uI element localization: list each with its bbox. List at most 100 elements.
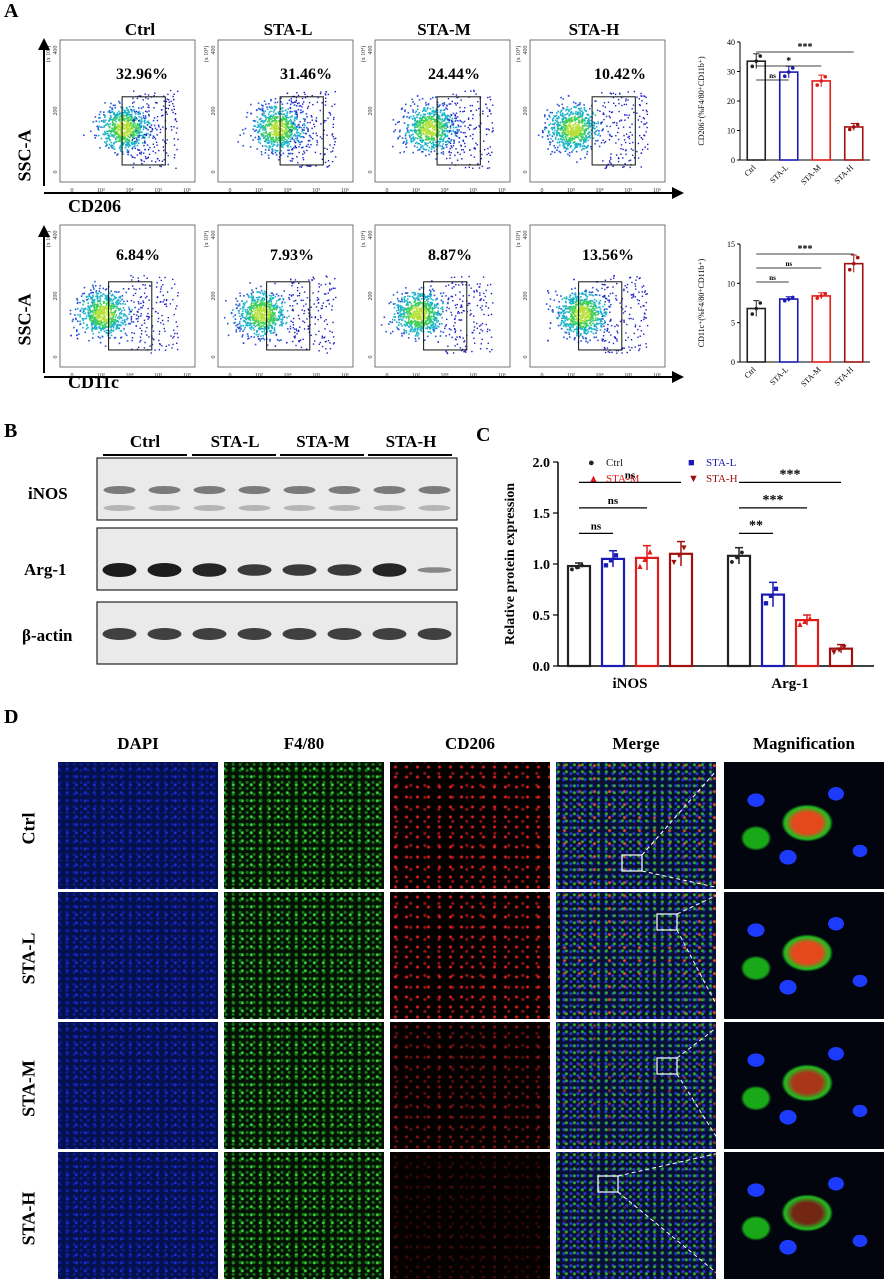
flow-dot <box>311 137 314 140</box>
flow-dot <box>238 312 240 314</box>
flow-dot <box>431 121 434 123</box>
flow-dot <box>285 130 287 132</box>
flow-dot <box>114 322 117 325</box>
flow-dot <box>410 139 412 142</box>
flow-dot <box>87 298 90 300</box>
flow-dot <box>166 113 168 115</box>
flow-dot <box>543 115 546 118</box>
flow-dot <box>110 116 112 119</box>
flow-dot <box>103 314 105 317</box>
flow-dot <box>281 301 284 303</box>
flow-dot <box>284 109 287 112</box>
flow-dot <box>417 121 420 123</box>
flow-dot <box>101 324 104 327</box>
flow-dot <box>437 135 440 137</box>
flow-dot <box>264 135 267 137</box>
flow-dot <box>287 134 290 137</box>
flow-dot <box>259 309 262 311</box>
flow-dot <box>568 138 570 141</box>
flow-dot <box>111 294 114 297</box>
flow-dot <box>174 119 176 121</box>
flow-header-sta-m: STA-M <box>417 20 471 39</box>
flow-dot <box>275 150 278 152</box>
flow-dot <box>122 135 125 137</box>
flow-dot <box>155 310 157 313</box>
flow-dot <box>412 101 414 103</box>
flow-dot <box>631 134 634 136</box>
flow-dot <box>405 139 408 142</box>
flow-dot <box>584 132 586 135</box>
flow-dot <box>319 92 322 95</box>
flow-dot <box>452 126 455 129</box>
flow-dot <box>327 117 329 119</box>
flow-dot <box>426 124 428 127</box>
flow-dot <box>126 300 129 302</box>
flow-dot <box>119 324 122 327</box>
flow-dot <box>460 145 462 147</box>
flow-dot <box>273 331 276 333</box>
flow-dot <box>274 151 277 154</box>
flow-dot <box>162 146 165 148</box>
flow-dot <box>263 131 265 134</box>
flow-dot <box>569 142 572 144</box>
flow-dot <box>257 333 260 336</box>
flow-dot <box>97 314 99 317</box>
flow-dot <box>302 132 305 134</box>
flow-dot <box>168 101 170 103</box>
panel-label-a: A <box>4 0 19 22</box>
flow-dot <box>97 317 100 319</box>
flow-dot <box>255 297 258 299</box>
flow-dot <box>269 300 271 302</box>
flow-dot <box>417 120 419 122</box>
flow-dot <box>99 297 102 300</box>
flow-dot <box>606 164 608 167</box>
flow-dot <box>260 301 263 303</box>
flow-dot <box>431 131 434 134</box>
flow-dot <box>456 116 459 118</box>
flow-dot <box>643 134 645 136</box>
flow-dot <box>266 319 269 321</box>
flow-dot <box>441 113 443 116</box>
flow-dot <box>98 287 101 290</box>
flow-dot <box>274 134 277 136</box>
flow-dot <box>643 95 645 97</box>
flow-dot <box>573 130 575 132</box>
flow-dot <box>464 106 466 109</box>
flow-dot <box>165 100 168 103</box>
flow-dot <box>566 121 568 123</box>
flow-dot <box>285 140 288 143</box>
flow-dot <box>104 294 107 297</box>
flow-dot <box>558 141 560 144</box>
flow-dot <box>438 123 441 126</box>
flow-dot <box>431 110 434 113</box>
flow-dot <box>262 126 264 129</box>
flow-dot <box>297 140 300 143</box>
flow-dot <box>263 100 266 103</box>
flow-dot <box>447 118 449 120</box>
flow-dot <box>305 164 308 167</box>
flow-dot <box>293 328 296 331</box>
flow-dot <box>142 152 145 154</box>
flow-dot <box>547 132 550 134</box>
flow-dot <box>426 119 429 121</box>
flow-y-tick: 200 <box>211 292 217 301</box>
flow-dot <box>262 299 264 302</box>
flow-dot <box>148 136 150 139</box>
flow-dot <box>600 142 603 144</box>
flow-y-tick: 0 <box>211 356 217 359</box>
flow-dot <box>415 141 418 144</box>
flow-dot <box>103 321 106 324</box>
flow-dot <box>623 139 626 141</box>
flow-dot <box>131 139 134 142</box>
flow-dot <box>281 129 284 132</box>
flow-dot <box>594 133 597 136</box>
flow-dot <box>104 102 106 104</box>
flow-dot <box>261 297 264 299</box>
flow-dot <box>252 296 255 299</box>
flow-dot <box>175 167 177 170</box>
flow-dot <box>175 132 178 134</box>
flow-dot <box>239 315 241 318</box>
flow-dot <box>279 107 282 110</box>
flow-dot <box>454 102 456 105</box>
flow-dot <box>624 141 627 144</box>
